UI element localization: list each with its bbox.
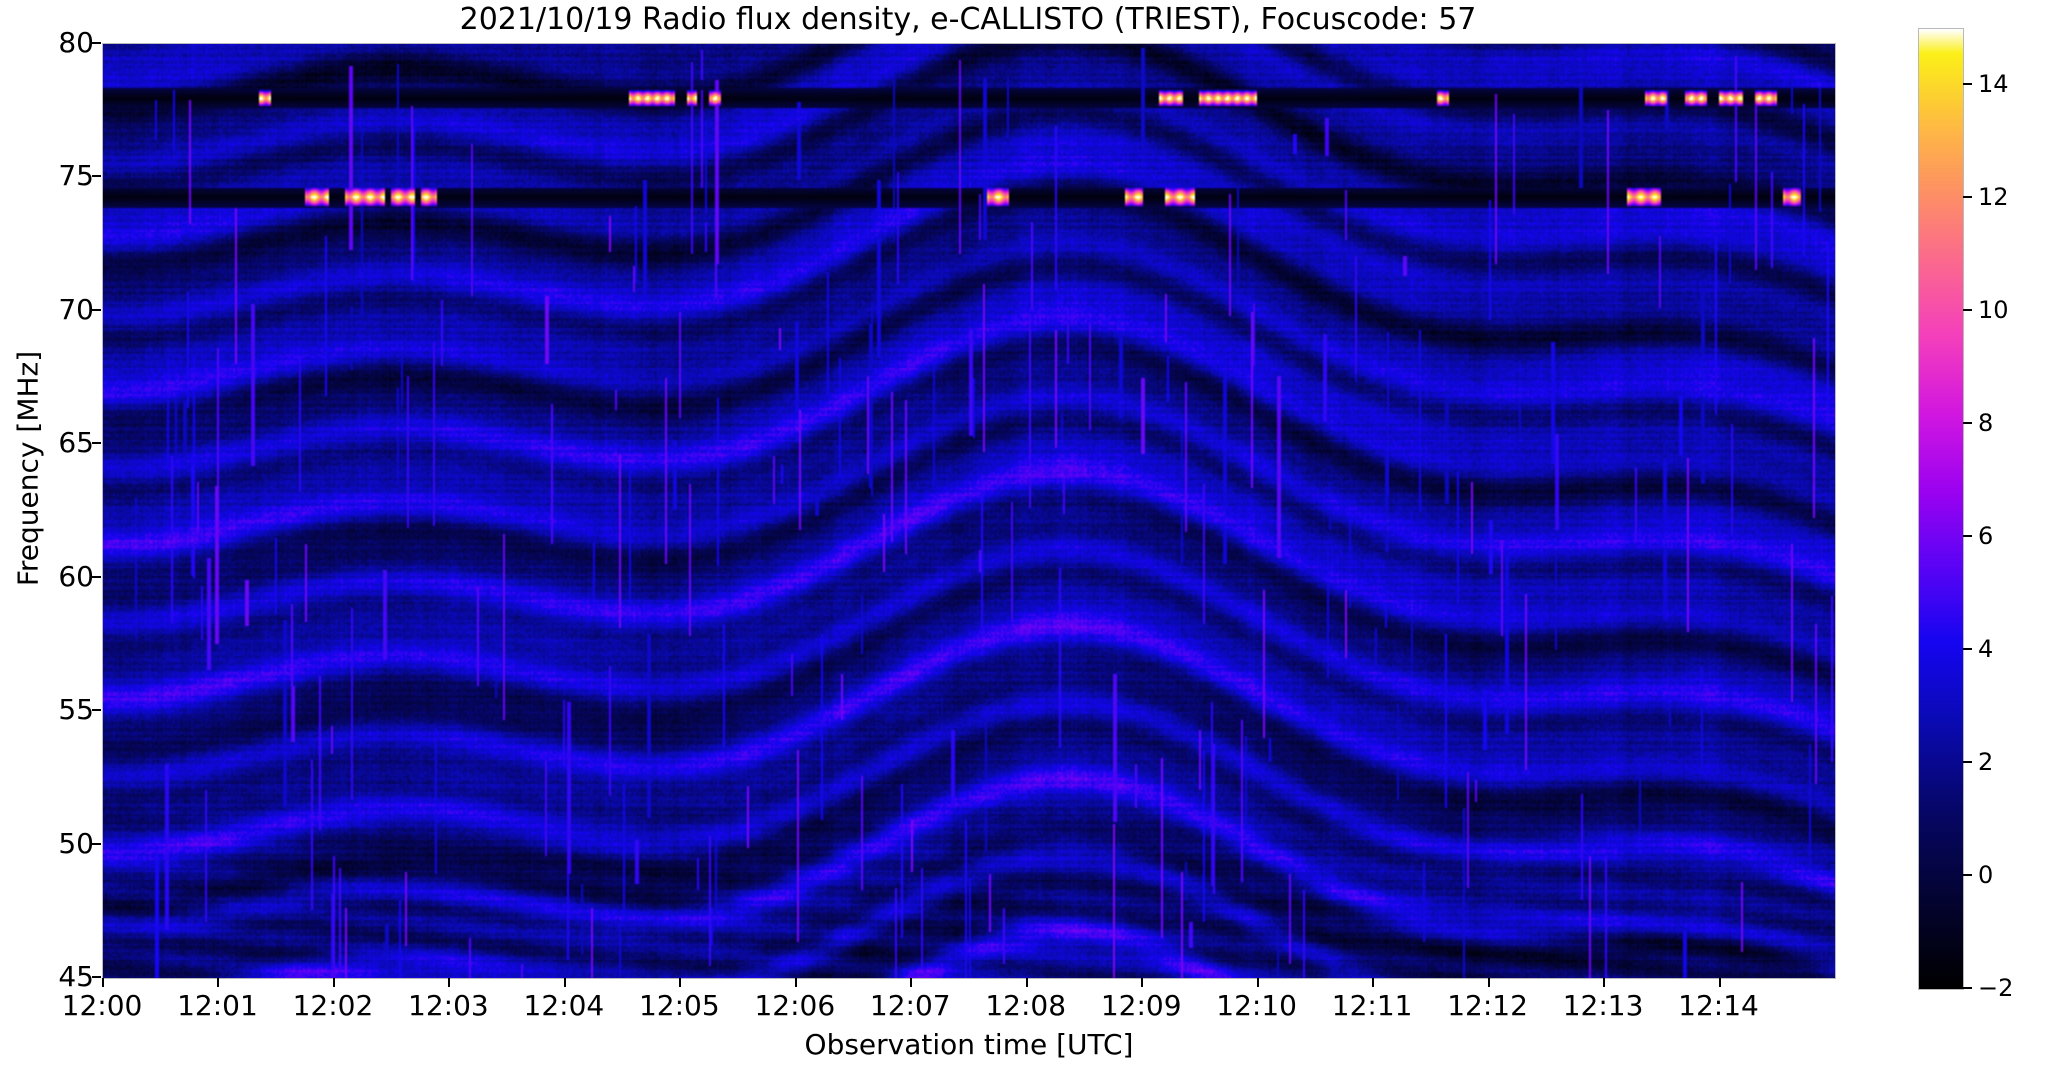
y-tick-label: 75 [58,159,94,193]
x-tick-label: 12:10 [1216,989,1297,1022]
y-tick-label: 55 [58,693,94,727]
y-tick-mark [92,175,101,178]
x-tick-mark [1718,978,1721,987]
page-title: 2021/10/19 Radio flux density, e-CALLIST… [459,2,1477,37]
colorbar-tick-label: 12 [1978,183,2009,212]
colorbar-tick-label: 6 [1978,522,1994,551]
colorbar-gradient [1919,29,1963,989]
x-tick-mark [1141,978,1144,987]
colorbar-tick-label: 14 [1978,70,2009,99]
x-tick-label: 12:12 [1447,989,1528,1022]
y-tick-mark [92,442,101,445]
x-axis-ticks [102,978,1836,990]
spectrogram-image [103,44,1835,978]
x-tick-label: 12:04 [523,989,605,1022]
x-tick-label: 12:01 [177,989,258,1022]
x-tick-mark [1025,978,1028,987]
y-tick-mark [92,842,101,845]
y-tick-mark [92,42,101,44]
colorbar-tick-mark [1963,309,1972,312]
x-tick-mark [102,978,104,987]
x-tick-label: 12:00 [61,989,143,1022]
x-tick-label: 12:05 [638,989,720,1022]
y-tick-mark [92,709,101,712]
colorbar-tick-mark [1963,648,1972,651]
y-tick-label: 70 [58,292,94,326]
colorbar-tick-label: 0 [1978,861,1994,890]
y-tick-label: 50 [58,826,94,860]
y-axis-tick-labels: 80 75 70 65 60 55 50 45 [10,29,94,991]
x-tick-label: 12:11 [1331,989,1413,1022]
x-tick-mark [332,978,335,987]
x-tick-label: 12:02 [292,989,374,1022]
y-tick-mark [92,308,101,311]
colorbar-tick-label: −2 [1978,974,2014,1002]
colorbar-tick-mark [1963,761,1972,764]
spectrogram-plot-area[interactable] [102,43,1836,979]
colorbar-ticks: −2 0 2 4 6 8 10 12 14 [1962,28,2047,1000]
y-tick-mark [92,976,101,978]
x-tick-mark [563,978,566,987]
y-tick-label: 60 [58,559,94,593]
x-tick-mark [1372,978,1375,987]
y-tick-label: 45 [58,960,94,993]
y-tick-label: 80 [58,26,94,59]
x-tick-label: 12:14 [1678,989,1759,1022]
x-tick-mark [1487,978,1490,987]
y-tick-label: 65 [58,426,94,460]
x-axis-tick-labels: 12:00 12:01 12:02 12:03 12:04 12:05 12:06 12:07… [62,989,1836,1030]
x-tick-mark [217,978,220,987]
x-tick-mark [910,978,913,987]
colorbar-tick-mark [1963,83,1972,86]
colorbar-tick-label: 4 [1978,635,1994,664]
colorbar-tick-mark [1963,422,1972,425]
colorbar-tick-label: 10 [1978,296,2009,325]
x-tick-label: 12:03 [408,989,489,1022]
colorbar-tick-mark [1963,987,1972,989]
x-tick-label: 12:06 [754,989,836,1022]
colorbar-tick-label: 8 [1978,409,1994,438]
x-tick-mark [794,978,797,987]
x-tick-label: 12:08 [985,989,1067,1022]
colorbar-tick-label: 2 [1978,748,1994,777]
x-axis-label: Observation time [UTC] [804,1028,1134,1061]
x-tick-mark [679,978,682,987]
x-tick-mark [1603,978,1606,987]
x-tick-label: 12:13 [1562,989,1644,1022]
x-tick-mark [448,978,451,987]
x-tick-mark [1256,978,1259,987]
x-tick-label: 12:07 [869,989,951,1022]
colorbar-tick-mark [1963,874,1972,877]
y-axis-label: Frequency [MHz] [11,350,45,587]
colorbar-tick-mark [1963,535,1972,538]
y-tick-mark [92,575,101,578]
x-tick-label: 12:09 [1100,989,1182,1022]
colorbar[interactable] [1918,28,1964,990]
colorbar-tick-mark [1963,196,1972,199]
y-axis-ticks [0,42,102,979]
